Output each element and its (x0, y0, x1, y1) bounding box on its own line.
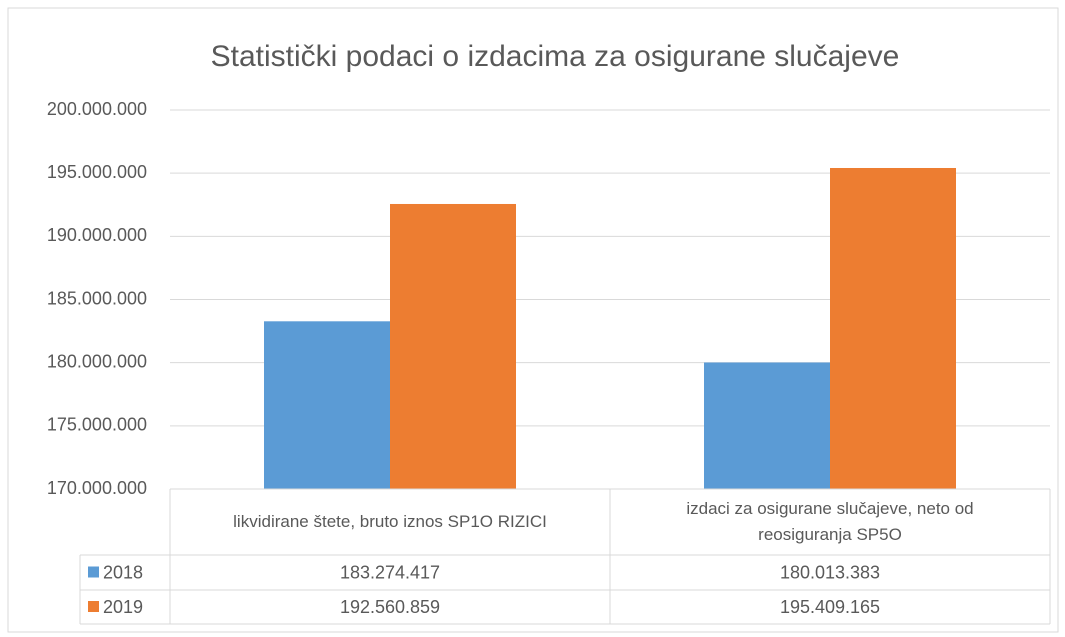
x-tick-label: likvidirane štete, bruto iznos SP1O RIZI… (233, 512, 547, 531)
table-value: 180.013.383 (780, 562, 880, 582)
bar (830, 167, 956, 489)
legend-label: 2019 (103, 597, 143, 617)
chart-title: Statistički podaci o izdacima za osigura… (211, 40, 900, 73)
bar (264, 321, 390, 489)
y-tick-label: 175.000.000 (47, 415, 147, 435)
legend-key (88, 601, 99, 612)
legend-key (88, 566, 99, 578)
x-tick-label: izdaci za osigurane slučajeve, neto od r… (686, 499, 974, 544)
bar (390, 203, 516, 490)
table-value: 195.409.165 (780, 597, 880, 617)
bar (704, 362, 830, 489)
legend-label: 2018 (103, 562, 143, 582)
y-tick-label: 200.000.000 (47, 99, 147, 119)
y-tick-label: 180.000.000 (47, 351, 147, 371)
table-value: 192.560.859 (340, 597, 440, 617)
y-tick-label: 190.000.000 (47, 225, 147, 245)
y-tick-label: 195.000.000 (47, 162, 147, 182)
x-tick-label-box: likvidirane štete, bruto iznos SP1O RIZI… (233, 512, 547, 531)
x-tick-label-box: izdaci za osigurane slučajeve, neto od r… (686, 499, 974, 544)
table-value: 183.274.417 (340, 562, 440, 582)
y-tick-label: 170.000.000 (47, 478, 147, 498)
y-tick-label: 185.000.000 (47, 288, 147, 308)
